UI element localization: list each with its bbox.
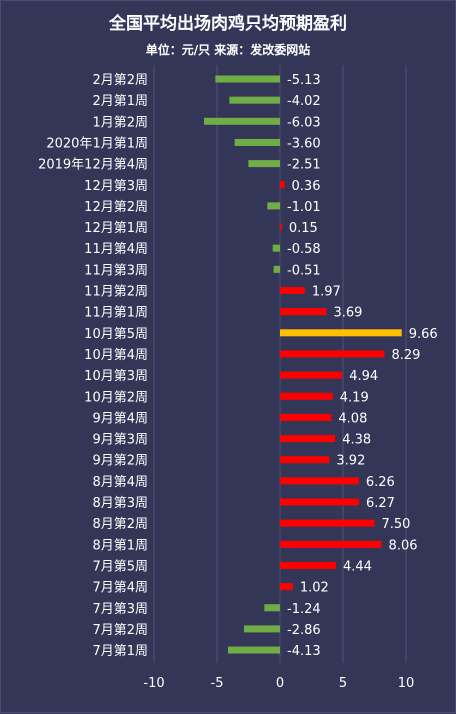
category-label: 9月第4周 (92, 411, 148, 426)
category-label: 2月第1周 (92, 94, 148, 109)
category-label: 7月第3周 (92, 602, 148, 617)
category-label: 10月第3周 (84, 369, 148, 384)
category-label: 8月第3周 (92, 496, 148, 511)
bar (280, 413, 332, 421)
category-label: 7月第1周 (92, 644, 148, 659)
category-label: 1月第2周 (92, 115, 148, 130)
bar (280, 540, 382, 548)
bar (280, 456, 330, 464)
x-tick-label: -10 (143, 676, 164, 691)
bar (280, 329, 402, 337)
bar (280, 519, 375, 527)
value-label: -1.24 (287, 602, 321, 617)
category-label: 2019年12月第4周 (38, 158, 148, 173)
value-label: 8.06 (389, 538, 418, 553)
bar (229, 96, 280, 104)
value-label: -0.51 (287, 263, 321, 278)
value-label: -0.58 (287, 242, 321, 257)
bar (227, 646, 280, 654)
category-label: 2020年1月第1周 (46, 136, 148, 151)
category-label: 8月第2周 (92, 517, 148, 532)
value-label: 6.26 (366, 475, 395, 490)
value-label: 6.27 (366, 496, 395, 511)
category-label: 11月第1周 (84, 306, 148, 321)
bar (204, 117, 280, 125)
value-label: 4.19 (340, 390, 369, 405)
category-label: 11月第2周 (84, 285, 148, 300)
value-label: 4.08 (338, 411, 367, 426)
category-label: 11月第4周 (84, 242, 148, 257)
category-label: 7月第5周 (92, 559, 148, 574)
value-label: -4.13 (287, 644, 321, 659)
value-label: -5.13 (287, 73, 321, 88)
value-label: 4.38 (342, 433, 371, 448)
value-label: -6.03 (287, 115, 321, 130)
bar (280, 350, 385, 358)
value-label: 0.15 (289, 221, 318, 236)
category-label: 7月第4周 (92, 581, 148, 596)
category-label: 10月第2周 (84, 390, 148, 405)
category-label: 8月第4周 (92, 475, 148, 490)
x-tick-label: 0 (276, 676, 284, 691)
bar (272, 244, 280, 252)
category-label: 10月第4周 (84, 348, 148, 363)
bar (243, 625, 280, 633)
chart-subtitle: 单位：元/只 来源：发改委网站 (145, 43, 311, 57)
bar (280, 223, 282, 231)
bar (280, 287, 305, 294)
value-label: 1.02 (300, 581, 329, 596)
category-label: 9月第2周 (92, 454, 148, 469)
value-label: 1.97 (312, 285, 341, 300)
bar (248, 160, 280, 168)
value-label: 4.44 (343, 559, 372, 574)
value-label: 3.92 (336, 454, 365, 469)
value-label: 0.36 (292, 179, 321, 194)
value-label: 8.29 (391, 348, 420, 363)
value-label: 3.69 (333, 306, 362, 321)
category-label: 9月第3周 (92, 433, 148, 448)
category-label: 12月第3周 (84, 179, 148, 194)
x-tick-label: 5 (339, 676, 347, 691)
category-label: 2月第2周 (92, 73, 148, 88)
bar (264, 604, 280, 612)
value-label: -2.51 (287, 158, 321, 173)
x-tick-label: 10 (398, 676, 415, 691)
category-label: 7月第2周 (92, 623, 148, 638)
value-label: -3.60 (287, 136, 321, 151)
category-label: 8月第1周 (92, 538, 148, 553)
bar (215, 75, 280, 83)
bar (280, 392, 333, 400)
value-label: 9.66 (409, 327, 438, 342)
bar (280, 435, 336, 443)
category-label: 11月第3周 (84, 263, 148, 278)
bar (267, 202, 280, 210)
value-label: 4.94 (349, 369, 378, 384)
bar (280, 308, 327, 316)
value-label: -1.01 (287, 200, 321, 215)
bar (280, 477, 359, 485)
value-label: -4.02 (287, 94, 321, 109)
value-label: 7.50 (382, 517, 411, 532)
x-tick-label: -5 (211, 676, 224, 691)
bar (280, 561, 336, 569)
category-label: 12月第2周 (84, 200, 148, 215)
bar (280, 181, 285, 189)
bar (280, 371, 343, 379)
bar (234, 138, 280, 146)
bar (273, 265, 280, 273)
bar (280, 498, 360, 506)
bar (280, 583, 293, 591)
value-label: -2.86 (287, 623, 321, 638)
category-label: 12月第1周 (84, 221, 148, 236)
chart-title: 全国平均出场肉鸡只均预期盈利 (109, 14, 347, 34)
category-label: 10月第5周 (84, 327, 148, 342)
